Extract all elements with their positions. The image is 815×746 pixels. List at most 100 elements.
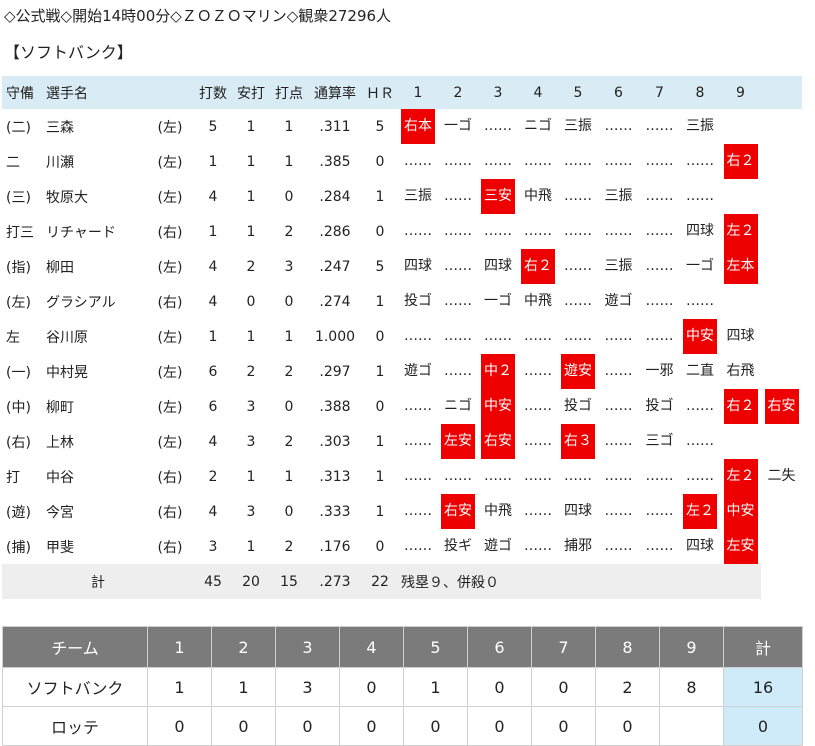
at-bat-cell: ニゴ — [438, 389, 478, 424]
player-hand: (左) — [157, 399, 183, 416]
at-bat-cell: 四球 — [558, 494, 598, 529]
at-bat-cell: …… — [518, 494, 558, 529]
player-hand: (右) — [157, 469, 183, 486]
at-bat-cell: 三ゴ — [639, 424, 680, 459]
batting-row: (捕) 甲斐 (右) 3 1 2 .176 0 …… 投ギ 遊ゴ …… 捕邪 …… …… 四球 左安 — [2, 529, 802, 564]
at-bat-result: …… — [524, 433, 552, 449]
at-bat-cell: …… — [639, 284, 680, 319]
at-bat-cell: …… — [680, 424, 720, 459]
at-bat-cell: …… — [639, 109, 680, 144]
player-hand: (左) — [157, 434, 183, 451]
at-bat-cell: 一邪 — [639, 354, 680, 389]
at-bat-result: 中安 — [683, 319, 717, 354]
col-header-inning-6: 6 — [598, 76, 639, 109]
at-bat-cell: …… — [639, 179, 680, 214]
at-bat-cell: 右飛 — [720, 354, 761, 389]
at-bat-result: …… — [444, 293, 472, 309]
player-at-bats: 4 — [208, 503, 218, 520]
at-bat-result: …… — [484, 153, 512, 169]
at-bat-cell: …… — [558, 249, 598, 284]
at-bat-cell: …… — [398, 424, 438, 459]
scoreboard-header-row: チーム 1 2 3 4 5 6 7 8 9 計 — [2, 626, 803, 668]
player-rbi: 0 — [284, 293, 294, 310]
at-bat-result: 一邪 — [645, 363, 674, 379]
at-bat-cell: 四球 — [720, 319, 761, 354]
batting-row: 二 川瀬 (左) 1 1 1 .385 0 …… …… …… …… …… …… …… …… 右２ — [2, 144, 802, 179]
at-bat-cell: …… — [398, 214, 438, 249]
player-position: (二) — [6, 119, 31, 136]
at-bat-result: …… — [564, 468, 592, 484]
at-bat-result: …… — [404, 398, 432, 414]
at-bat-result: 左安 — [723, 529, 758, 564]
at-bat-cell: 二直 — [680, 354, 720, 389]
at-bat-result: 中飛 — [524, 293, 552, 309]
batting-row: 左 谷川原 (左) 1 1 1 1.000 0 …… …… …… …… …… …… …… 中安 四球 — [2, 319, 802, 354]
at-bat-result: 三振 — [686, 118, 714, 134]
player-rbi: 0 — [284, 188, 294, 205]
scoreboard-inning-score: 2 — [595, 667, 660, 707]
at-bat-cell: …… — [598, 424, 639, 459]
at-bat-result: …… — [645, 328, 674, 344]
player-rbi: 2 — [284, 223, 294, 240]
at-bat-result: 右本 — [401, 109, 435, 144]
player-hits: 1 — [246, 468, 256, 485]
at-bat-cell: 四球 — [680, 529, 720, 564]
at-bat-result: 四球 — [726, 328, 755, 344]
player-home-runs: 1 — [375, 293, 385, 310]
col-header-position: 守備 — [2, 76, 42, 109]
player-position: (捕) — [6, 539, 31, 556]
batting-row: (二) 三森 (左) 5 1 1.311 5 右本 一ゴ…… ニゴ 三振………… 三振 — [2, 109, 802, 144]
at-bat-result: 二直 — [686, 363, 714, 379]
at-bat-result: …… — [404, 503, 432, 519]
scoreboard-inning-score: 0 — [531, 706, 596, 746]
col-header-rbi: 打点 — [270, 76, 308, 109]
score-header-inning-4: 4 — [339, 626, 404, 668]
player-average: .297 — [319, 363, 351, 380]
at-bat-result: 右飛 — [726, 363, 755, 379]
scoreboard-inning-score: 1 — [147, 667, 212, 707]
player-position: (指) — [6, 259, 31, 276]
at-bat-result: 中飛 — [484, 503, 512, 519]
at-bat-result: 一ゴ — [444, 118, 472, 134]
at-bat-cell: …… — [478, 459, 518, 494]
at-bat-result: 三安 — [481, 179, 515, 214]
at-bat-cell: 三振 — [680, 109, 720, 144]
scoreboard-inning-score: 0 — [211, 706, 276, 746]
player-home-runs: 1 — [375, 363, 385, 380]
at-bat-cell: …… — [598, 529, 639, 564]
score-header-inning-3: 3 — [275, 626, 340, 668]
at-bat-cell: 三振 — [558, 109, 598, 144]
at-bat-cell: 右本 — [398, 109, 438, 144]
at-bat-result: …… — [524, 363, 552, 379]
player-average: .311 — [319, 118, 351, 135]
team-title: 【ソフトバンク】 — [4, 43, 133, 62]
scoreboard-table: チーム 1 2 3 4 5 6 7 8 9 計 ソフトバンク 1 1 3 0 1 0 0 2 8 1… — [2, 626, 803, 746]
player-at-bats: 4 — [208, 293, 218, 310]
col-header-inning-9: 9 — [720, 76, 761, 109]
at-bat-cell: 左安 — [438, 424, 478, 459]
batting-row: (一) 中村晃 (左) 6 2 2 .297 1 遊ゴ …… 中２ …… 遊安 …… 一邪 二直 右飛 — [2, 354, 802, 389]
at-bat-result: 四球 — [686, 223, 714, 239]
at-bat-cell: 右２ — [720, 144, 761, 179]
at-bat-cell: …… — [558, 459, 598, 494]
at-bat-cell: …… — [518, 354, 558, 389]
at-bat-result: 右２ — [521, 249, 555, 284]
col-header-average: 通算率 — [308, 76, 362, 109]
at-bat-cell: …… — [598, 494, 639, 529]
at-bat-cell: 右３ — [558, 424, 598, 459]
at-bat-cell: …… — [518, 144, 558, 179]
at-bat-cell: …… — [558, 179, 598, 214]
player-name: 谷川原 — [46, 329, 88, 346]
at-bat-cell: 遊安 — [558, 354, 598, 389]
at-bat-cell — [761, 284, 802, 319]
player-hits: 1 — [246, 223, 256, 240]
at-bat-cell: 四球 — [680, 214, 720, 249]
at-bat-cell: …… — [639, 319, 680, 354]
player-name: 上林 — [46, 434, 74, 451]
player-home-runs: 0 — [375, 398, 385, 415]
at-bat-cell — [720, 284, 761, 319]
at-bat-cell: 投ギ — [438, 529, 478, 564]
at-bat-cell: 四球 — [478, 249, 518, 284]
at-bat-cell: …… — [598, 389, 639, 424]
batting-row: (左) グラシアル (右) 4 0 0 .274 1 投ゴ …… 一ゴ 中飛 …… 遊ゴ …… …… — [2, 284, 802, 319]
